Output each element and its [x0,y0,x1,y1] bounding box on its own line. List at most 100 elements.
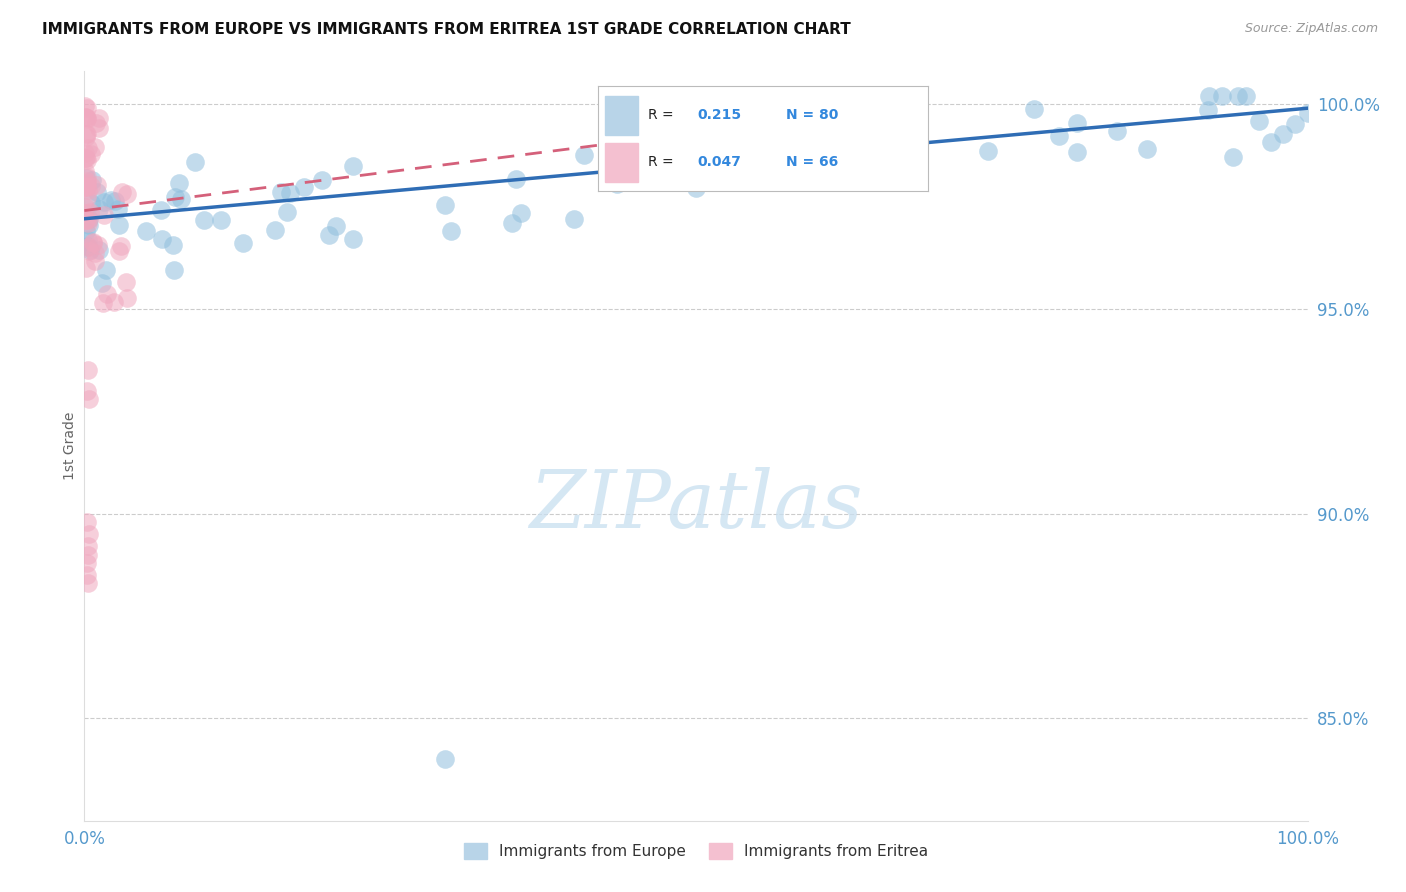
Point [1272,127,1295,141]
Point [77,539,100,553]
Point [232,236,254,251]
Point [311,173,333,187]
Point [76,568,98,582]
Point [183,154,205,169]
Point [82,173,104,187]
Point [82,235,104,250]
Point [845,130,868,145]
Point [77,244,100,259]
Point [440,224,463,238]
Text: Source: ZipAtlas.com: Source: ZipAtlas.com [1244,22,1378,36]
Point [505,171,527,186]
Point [75,213,97,227]
Point [77,183,100,197]
Point [75,212,97,227]
Point [75,178,97,193]
Point [713,148,735,162]
Point [318,228,340,243]
Point [606,177,628,191]
Point [162,238,184,252]
Point [77,240,100,254]
Point [80,195,103,210]
Point [87,237,110,252]
Point [77,240,100,254]
Point [83,140,105,154]
Point [1211,89,1233,103]
Point [87,112,110,126]
Point [276,204,298,219]
Point [87,243,110,257]
Point [150,203,173,218]
Point [76,384,98,398]
Legend: Immigrants from Europe, Immigrants from Eritrea: Immigrants from Europe, Immigrants from … [458,838,934,865]
Point [110,239,132,253]
Point [894,142,917,156]
Point [80,179,103,194]
Point [117,186,139,201]
Point [115,291,138,305]
Point [104,194,127,208]
Point [135,224,157,238]
Point [342,159,364,173]
Point [1107,124,1129,138]
Point [79,243,101,257]
Point [1066,116,1088,130]
Point [1296,106,1319,120]
Point [108,244,131,259]
Point [264,223,287,237]
Point [73,179,96,194]
Point [1236,89,1258,103]
Point [502,216,524,230]
Point [325,219,347,233]
Point [76,176,98,190]
Point [170,192,193,206]
Point [73,163,96,178]
Point [76,239,98,253]
Point [572,148,595,162]
Point [93,208,115,222]
Text: ZIPatlas: ZIPatlas [529,467,863,545]
Point [278,186,301,201]
Point [977,144,1000,158]
Point [76,556,98,570]
Y-axis label: 1st Grade: 1st Grade [63,412,77,480]
Point [75,130,97,145]
Point [76,190,98,204]
Point [167,176,190,190]
Point [75,205,97,219]
Point [76,111,98,125]
Point [77,212,100,227]
Point [76,213,98,227]
Point [89,202,111,216]
Point [150,232,173,246]
Point [75,170,97,185]
Point [75,99,97,113]
Point [76,515,98,529]
Point [76,170,98,185]
Point [77,548,100,562]
Point [86,185,108,199]
Point [1222,150,1244,164]
Point [193,213,215,227]
Point [100,193,122,207]
Point [897,153,920,167]
Point [75,224,97,238]
Point [76,174,98,188]
Point [77,576,100,591]
Point [96,287,118,301]
Point [76,112,98,127]
Point [111,186,134,200]
Point [84,254,107,268]
Point [1066,145,1088,159]
Point [509,206,531,220]
Point [86,116,108,130]
Point [1197,103,1219,117]
Point [1136,142,1159,156]
Point [77,233,100,247]
Point [76,128,98,142]
Point [76,216,98,230]
Point [73,151,96,165]
Point [292,180,315,194]
Point [209,212,232,227]
Point [702,108,724,122]
